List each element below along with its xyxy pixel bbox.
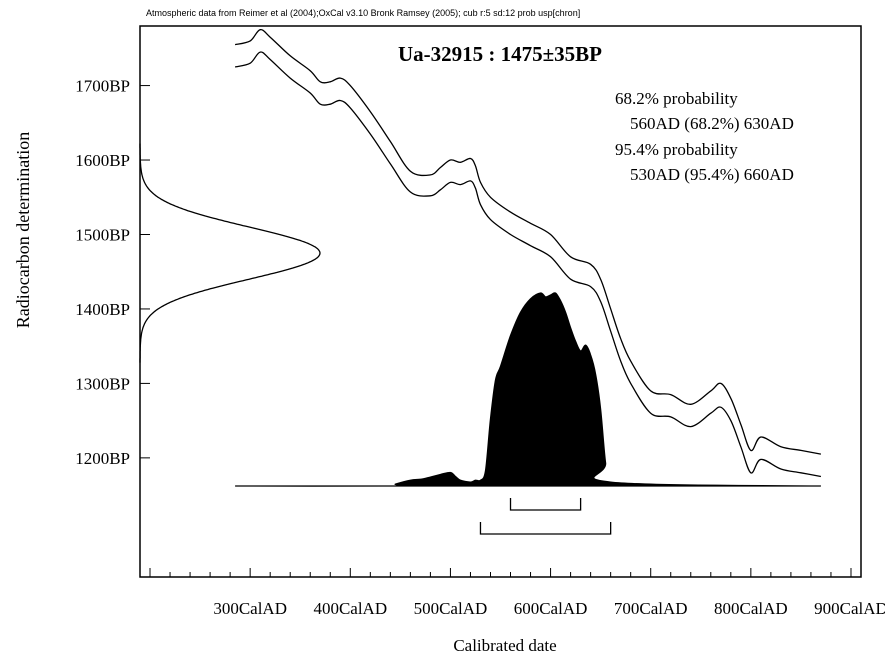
x-tick-label: 900CalAD	[814, 599, 885, 618]
calibrated-distribution	[235, 292, 821, 487]
annotation-95-range: 530AD (95.4%) 660AD	[630, 165, 794, 184]
y-tick-labels: 1700BP 1600BP 1500BP 1400BP 1300BP 1200BP	[75, 77, 130, 468]
x-tick-label: 600CalAD	[514, 599, 588, 618]
y-tick-label: 1500BP	[75, 225, 130, 244]
y-tick-label: 1700BP	[75, 77, 130, 96]
calibration-curve-upper	[234, 29, 822, 455]
plot-frame	[139, 25, 862, 578]
annotation-68-range: 560AD (68.2%) 630AD	[630, 114, 794, 133]
chart-header: Atmospheric data from Reimer et al (2004…	[146, 8, 580, 18]
x-tick-label: 300CalAD	[213, 599, 287, 618]
x-minor-ticks	[149, 568, 852, 577]
x-tick-label: 400CalAD	[313, 599, 387, 618]
y-tick-label: 1300BP	[75, 374, 130, 393]
annotation-68-heading: 68.2% probability	[615, 89, 738, 108]
annotation-95-heading: 95.4% probability	[615, 140, 738, 159]
y-tick-label: 1200BP	[75, 449, 130, 468]
x-tick-labels: 300CalAD 400CalAD 500CalAD 600CalAD 700CalAD…	[213, 599, 885, 618]
y-tick-label: 1600BP	[75, 151, 130, 170]
calibration-curve-lower	[234, 51, 822, 478]
x-tick-label: 700CalAD	[614, 599, 688, 618]
radiocarbon-gaussian	[139, 143, 321, 363]
chart-title: Ua-32915 : 1475±35BP	[398, 42, 602, 66]
range-68-bracket	[509, 498, 582, 511]
y-tick-label: 1400BP	[75, 300, 130, 319]
x-tick-label: 500CalAD	[414, 599, 488, 618]
x-tick-label: 800CalAD	[714, 599, 788, 618]
range-95-bracket	[479, 522, 612, 535]
y-major-ticks	[140, 85, 150, 459]
y-axis-label: Radiocarbon determination	[13, 132, 33, 328]
x-axis-label: Calibrated date	[453, 636, 556, 655]
